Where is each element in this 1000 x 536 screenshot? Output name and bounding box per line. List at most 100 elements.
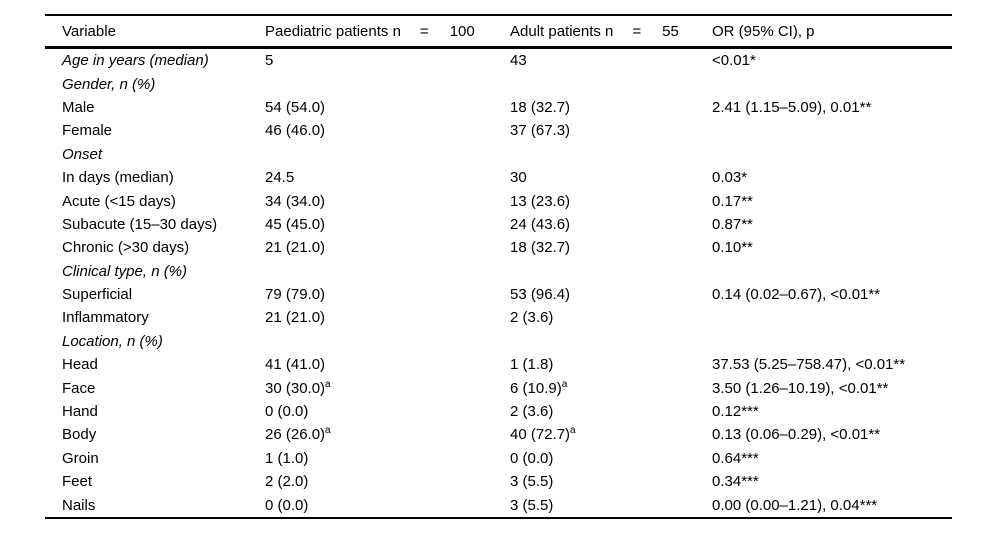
equals-sign: =	[632, 22, 642, 40]
cell-adult-text: 18 (32.7)	[510, 239, 571, 257]
cell-variable: Male	[45, 96, 265, 119]
footnote-marker: a	[570, 425, 576, 437]
cell-or-ci-p: 0.34***	[712, 470, 952, 493]
cell-or-ci-p-text: <0.01*	[712, 52, 756, 70]
cell-adult-text: 40 (72.7)	[510, 426, 571, 444]
cell-variable: Gender, n (%)	[45, 72, 265, 95]
cell-paediatric	[265, 260, 510, 283]
cell-variable-text: Gender, n (%)	[62, 75, 156, 93]
cell-adult: 30	[510, 166, 712, 189]
cell-variable: Chronic (>30 days)	[45, 236, 265, 259]
table-row: Clinical type, n (%)	[45, 260, 952, 283]
table-row: Groin 1 (1.0) 0 (0.0) 0.64***	[45, 447, 952, 470]
cell-adult-text: 3 (5.5)	[510, 496, 554, 514]
cell-variable-text: Subacute (15–30 days)	[62, 215, 218, 233]
cell-paediatric-text: 1 (1.0)	[265, 449, 309, 467]
cell-adult-text: 30	[510, 169, 527, 187]
cell-paediatric-text: 24.5	[265, 169, 295, 187]
cell-or-ci-p: 0.13 (0.06–0.29), <0.01**	[712, 423, 952, 446]
cell-variable: Groin	[45, 447, 265, 470]
cell-variable: Clinical type, n (%)	[45, 260, 265, 283]
cell-or-ci-p: <0.01*	[712, 48, 952, 73]
cell-or-ci-p: 0.12***	[712, 400, 952, 423]
table-header-row: Variable Paediatric patients n = 100 Adult…	[45, 15, 952, 49]
cell-variable: Nails	[45, 493, 265, 517]
cell-variable-text: Superficial	[62, 286, 133, 304]
cell-adult: 2 (3.6)	[510, 306, 712, 329]
cell-paediatric: 45 (45.0)	[265, 213, 510, 236]
cell-or-ci-p-text: 0.64***	[712, 449, 759, 467]
cell-paediatric	[265, 330, 510, 353]
cell-variable-text: Age in years (median)	[62, 52, 209, 70]
table-row: Superficial 79 (79.0) 53 (96.4) 0.14 (0.02–…	[45, 283, 952, 306]
cell-or-ci-p: 0.03*	[712, 166, 952, 189]
col-header-adult: Adult patients n = 55	[510, 15, 712, 49]
cell-or-ci-p	[712, 119, 952, 142]
cell-paediatric: 54 (54.0)	[265, 96, 510, 119]
footnote-marker: a	[561, 378, 568, 390]
cell-adult-text: 13 (23.6)	[510, 192, 571, 210]
cell-adult: 6 (10.9)a	[510, 376, 712, 399]
cell-paediatric-text: 79 (79.0)	[265, 286, 326, 304]
cell-paediatric: 1 (1.0)	[265, 447, 510, 470]
cell-adult: 18 (32.7)	[510, 96, 712, 119]
footnote-marker: a	[325, 378, 331, 390]
table-row: Acute (<15 days) 34 (34.0) 13 (23.6) 0.17**	[45, 189, 952, 212]
cell-variable-text: Nails	[62, 496, 96, 514]
cell-variable: Feet	[45, 470, 265, 493]
cell-variable-text: Onset	[62, 145, 103, 163]
cell-variable: Location, n (%)	[45, 330, 265, 353]
cell-variable-text: Body	[62, 426, 97, 444]
cell-or-ci-p-text: 0.14 (0.02–0.67), <0.01**	[712, 286, 881, 304]
table-row: Nails 0 (0.0) 3 (5.5) 0.00 (0.00–1.21), 0.0…	[45, 493, 952, 517]
cell-or-ci-p: 0.14 (0.02–0.67), <0.01**	[712, 283, 952, 306]
cell-or-ci-p-text: 0.12***	[712, 403, 759, 421]
cell-paediatric: 30 (30.0)a	[265, 376, 510, 399]
cell-or-ci-p	[712, 306, 952, 329]
cell-variable-text: In days (median)	[62, 169, 174, 187]
cell-paediatric-text: 54 (54.0)	[265, 98, 326, 116]
cell-adult	[510, 330, 712, 353]
col-header-variable-label: Variable	[62, 22, 116, 40]
cell-variable: Female	[45, 119, 265, 142]
cell-variable-text: Location, n (%)	[62, 332, 163, 350]
cell-adult-text: 18 (32.7)	[510, 98, 571, 116]
cell-adult-text: 53 (96.4)	[510, 286, 571, 304]
cell-or-ci-p-text: 0.00 (0.00–1.21), 0.04***	[712, 496, 878, 514]
table-row: Feet 2 (2.0) 3 (5.5) 0.34***	[45, 470, 952, 493]
cell-or-ci-p-text: 0.17**	[712, 192, 753, 210]
cell-or-ci-p: 0.64***	[712, 447, 952, 470]
cell-variable-text: Female	[62, 122, 113, 140]
patient-comparison-table: Variable Paediatric patients n = 100 Adult…	[45, 14, 952, 519]
cell-or-ci-p: 0.87**	[712, 213, 952, 236]
cell-adult	[510, 143, 712, 166]
cell-adult: 1 (1.8)	[510, 353, 712, 376]
cell-paediatric-text: 21 (21.0)	[265, 239, 326, 257]
col-header-or-ci-p: OR (95% CI), p	[712, 15, 952, 49]
col-header-variable: Variable	[45, 15, 265, 49]
cell-or-ci-p: 2.41 (1.15–5.09), 0.01**	[712, 96, 952, 119]
cell-paediatric-text: 2 (2.0)	[265, 473, 309, 491]
table-row: Age in years (median) 5 43 <0.01*	[45, 48, 952, 73]
cell-or-ci-p-text: 0.03*	[712, 169, 748, 187]
cell-variable: Hand	[45, 400, 265, 423]
table-row: Female 46 (46.0) 37 (67.3)	[45, 119, 952, 142]
cell-paediatric-text: 26 (26.0)	[265, 426, 326, 444]
table-row: Head 41 (41.0) 1 (1.8) 37.53 (5.25–758.47),…	[45, 353, 952, 376]
cell-adult-text: 2 (3.6)	[510, 403, 554, 421]
cell-adult-text: 0 (0.0)	[510, 449, 554, 467]
cell-or-ci-p-text: 0.13 (0.06–0.29), <0.01**	[712, 426, 881, 444]
cell-paediatric: 26 (26.0)a	[265, 423, 510, 446]
cell-paediatric: 2 (2.0)	[265, 470, 510, 493]
cell-adult-text: 24 (43.6)	[510, 215, 571, 233]
cell-adult: 3 (5.5)	[510, 470, 712, 493]
cell-or-ci-p-text: 0.34***	[712, 473, 759, 491]
cell-paediatric-text: 21 (21.0)	[265, 309, 326, 327]
cell-or-ci-p: 37.53 (5.25–758.47), <0.01**	[712, 353, 952, 376]
cell-variable-text: Face	[62, 379, 96, 397]
cell-paediatric: 34 (34.0)	[265, 189, 510, 212]
cell-paediatric-text: 5	[265, 52, 274, 70]
cell-paediatric-text: 46 (46.0)	[265, 122, 326, 140]
cell-paediatric	[265, 72, 510, 95]
equals-sign: =	[419, 22, 429, 40]
